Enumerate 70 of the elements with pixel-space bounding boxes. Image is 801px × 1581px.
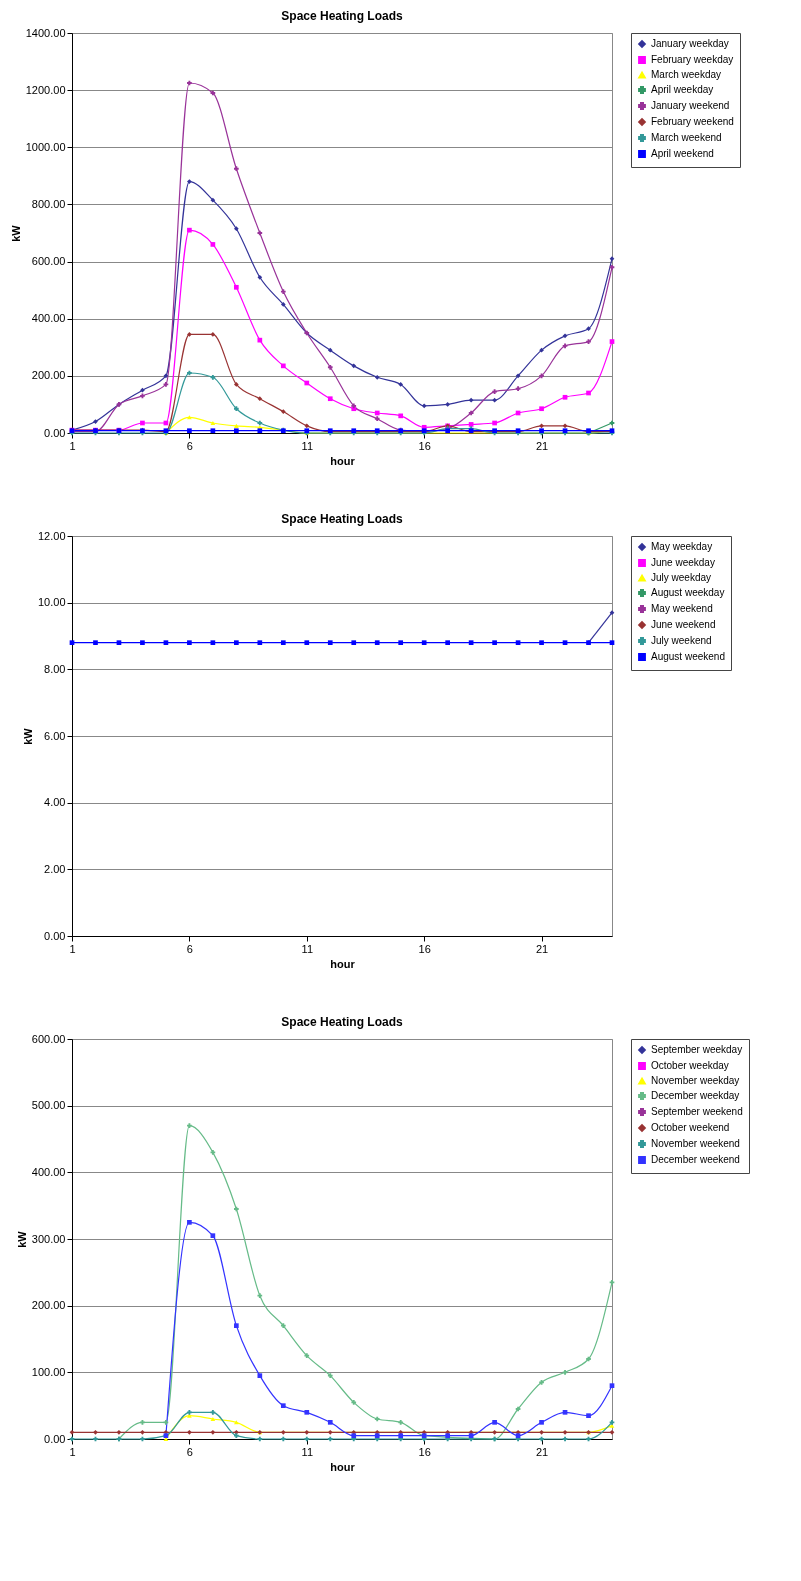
y-tick-label: 1200.00 bbox=[25, 83, 66, 96]
y-axis-title: kW bbox=[15, 1230, 28, 1248]
y-axis-title: kW bbox=[21, 727, 34, 745]
x-tick-label: 11 bbox=[301, 1445, 313, 1458]
y-tick-label: 4.00 bbox=[44, 796, 66, 809]
x-axis-title: hour bbox=[330, 957, 356, 970]
y-tick-label: 6.00 bbox=[44, 729, 66, 742]
legend-label: November weekend bbox=[651, 1138, 740, 1149]
legend-label: December weekday bbox=[651, 1090, 740, 1101]
legend-label: July weekday bbox=[651, 572, 712, 583]
legend-label: May weekend bbox=[651, 603, 713, 614]
legend-label: June weekend bbox=[651, 619, 716, 630]
y-tick-label: 200.00 bbox=[31, 369, 66, 382]
legend-label: September weekday bbox=[651, 1044, 743, 1055]
y-axis-title: kW bbox=[9, 224, 22, 242]
chart-title: Space Heating Loads bbox=[281, 9, 403, 23]
y-tick-label: 0.00 bbox=[44, 929, 66, 942]
legend-label: January weekday bbox=[651, 38, 729, 49]
legend-label: September weekend bbox=[651, 1106, 743, 1117]
x-tick-label: 16 bbox=[418, 1445, 431, 1458]
x-axis-title: hour bbox=[330, 454, 356, 467]
x-tick-label: 21 bbox=[535, 1445, 549, 1458]
y-tick-label: 0.00 bbox=[44, 1432, 66, 1445]
y-tick-label: 500.00 bbox=[31, 1099, 66, 1112]
x-tick-label: 6 bbox=[186, 1445, 193, 1458]
y-tick-label: 400.00 bbox=[31, 312, 66, 325]
y-tick-label: 300.00 bbox=[31, 1232, 66, 1245]
x-tick-label: 11 bbox=[301, 942, 313, 955]
y-tick-label: 8.00 bbox=[44, 662, 66, 675]
x-tick-label: 11 bbox=[301, 439, 313, 452]
y-tick-label: 200.00 bbox=[31, 1299, 66, 1312]
x-tick-label: 16 bbox=[418, 439, 431, 452]
legend-label: January weekend bbox=[651, 100, 730, 111]
y-tick-label: 12.00 bbox=[37, 529, 66, 542]
y-tick-label: 10.00 bbox=[37, 596, 66, 609]
legend-label: December weekend bbox=[651, 1154, 740, 1165]
legend-label: March weekday bbox=[651, 69, 722, 80]
y-tick-label: 600.00 bbox=[31, 255, 66, 268]
legend-label: February weekday bbox=[651, 54, 734, 65]
legend-label: April weekday bbox=[651, 84, 714, 95]
legend-label: June weekday bbox=[651, 557, 715, 568]
x-tick-label: 6 bbox=[186, 439, 193, 452]
y-tick-label: 0.00 bbox=[44, 426, 66, 439]
y-tick-label: 600.00 bbox=[31, 1032, 66, 1045]
legend-label: March weekend bbox=[651, 132, 722, 143]
y-tick-label: 2.00 bbox=[44, 862, 66, 875]
chart-title: Space Heating Loads bbox=[281, 1015, 403, 1029]
x-tick-label: 1 bbox=[69, 1445, 76, 1458]
legend-label: May weekday bbox=[651, 541, 713, 552]
legend-label: November weekday bbox=[651, 1075, 740, 1086]
legend-label: July weekend bbox=[651, 635, 712, 646]
legend-label: August weekday bbox=[651, 587, 725, 598]
y-tick-label: 1000.00 bbox=[25, 140, 66, 153]
x-tick-label: 21 bbox=[535, 942, 549, 955]
x-tick-label: 1 bbox=[69, 942, 76, 955]
x-tick-label: 21 bbox=[535, 439, 549, 452]
legend-label: October weekday bbox=[651, 1060, 729, 1071]
y-tick-label: 800.00 bbox=[31, 197, 66, 210]
legend-label: April weekend bbox=[651, 148, 714, 159]
legend-label: October weekend bbox=[651, 1122, 730, 1133]
y-tick-label: 100.00 bbox=[31, 1365, 66, 1378]
x-axis-title: hour bbox=[330, 1460, 356, 1473]
y-tick-label: 400.00 bbox=[31, 1165, 66, 1178]
chart-title: Space Heating Loads bbox=[281, 512, 403, 526]
y-tick-label: 1400.00 bbox=[25, 26, 66, 39]
x-tick-label: 1 bbox=[69, 439, 76, 452]
x-tick-label: 16 bbox=[418, 942, 431, 955]
x-tick-label: 6 bbox=[186, 942, 193, 955]
legend-label: February weekend bbox=[651, 116, 734, 127]
legend-label: August weekend bbox=[651, 651, 725, 662]
